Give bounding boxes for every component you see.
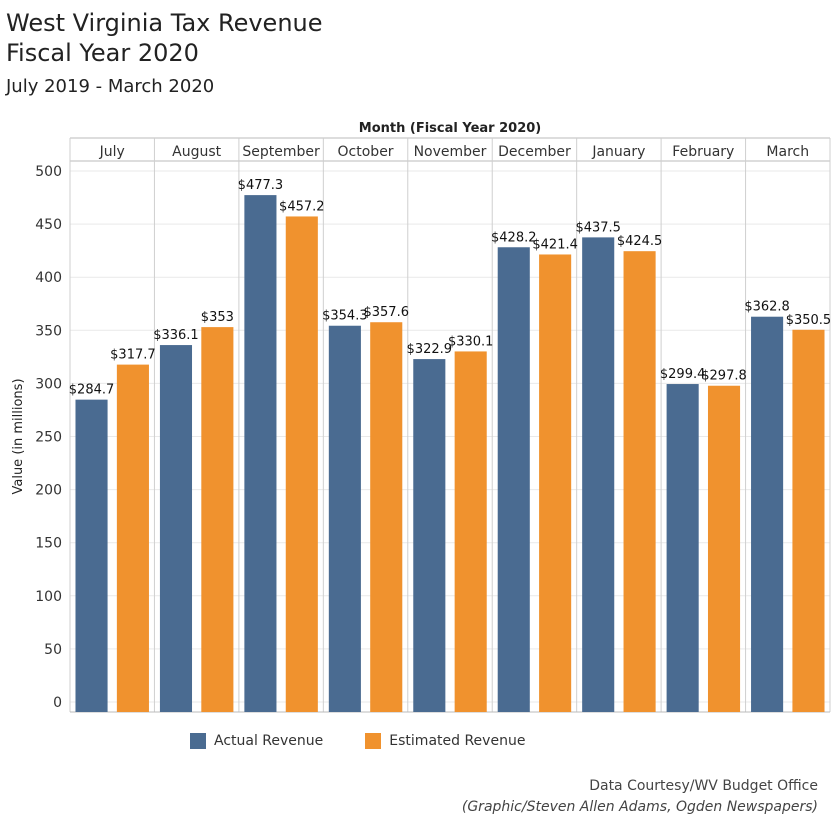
- bar-actual: [328, 325, 361, 712]
- data-label-estimated: $457.2: [279, 199, 325, 214]
- bar-actual: [413, 359, 446, 712]
- x-category-label: December: [498, 144, 571, 160]
- data-label-estimated: $297.8: [701, 369, 747, 384]
- legend-item-estimated: Estimated Revenue: [365, 733, 525, 749]
- y-tick-label: 500: [35, 164, 62, 180]
- x-category-label: October: [338, 144, 394, 160]
- x-category-label: July: [99, 144, 125, 160]
- bar-actual: [666, 384, 699, 712]
- byline: (Graphic/Steven Allen Adams, Ogden Newsp…: [461, 799, 818, 815]
- bar-estimated: [792, 329, 825, 712]
- data-label-actual: $477.3: [238, 178, 284, 193]
- legend-label-estimated: Estimated Revenue: [389, 733, 526, 749]
- data-label-actual: $362.8: [744, 300, 790, 315]
- title-line-1: West Virginia Tax Revenue: [6, 9, 323, 37]
- legend: Actual Revenue Estimated Revenue: [190, 733, 525, 749]
- y-tick-label: 0: [53, 695, 62, 711]
- y-tick-label: 450: [35, 217, 62, 233]
- data-label-estimated: $330.1: [448, 334, 494, 349]
- data-label-actual: $322.9: [407, 342, 453, 357]
- x-category-label: January: [591, 144, 645, 160]
- bar-estimated: [285, 216, 318, 712]
- y-tick-label: 100: [35, 589, 62, 605]
- y-tick-label: 350: [35, 323, 62, 339]
- bar-estimated: [539, 254, 572, 712]
- x-category-label: August: [172, 144, 222, 160]
- y-tick-label: 300: [35, 376, 62, 392]
- data-label-estimated: $353: [201, 310, 234, 325]
- bar-estimated: [116, 364, 149, 712]
- bar-estimated: [623, 251, 656, 712]
- chart-title: West Virginia Tax Revenue Fiscal Year 20…: [6, 8, 323, 68]
- data-label-actual: $299.4: [660, 367, 706, 382]
- bar-actual: [75, 399, 108, 712]
- y-tick-label: 400: [35, 270, 62, 286]
- legend-swatch-estimated: [365, 733, 382, 749]
- data-label-estimated: $424.5: [617, 234, 663, 249]
- x-category-label: February: [672, 144, 734, 160]
- data-label-estimated: $350.5: [786, 313, 832, 328]
- bar-estimated: [201, 327, 234, 712]
- bar-estimated: [454, 351, 487, 712]
- data-label-actual: $437.5: [575, 220, 621, 235]
- bar-estimated: [707, 385, 741, 712]
- x-category-label: March: [766, 144, 809, 160]
- legend-label-actual: Actual Revenue: [214, 733, 324, 749]
- data-label-actual: $354.3: [322, 309, 368, 324]
- chart-subtitle: July 2019 - March 2020: [6, 76, 215, 97]
- bar-actual: [159, 345, 193, 712]
- bar-actual: [751, 316, 784, 712]
- data-label-estimated: $357.6: [363, 305, 409, 320]
- y-tick-label: 200: [35, 483, 62, 499]
- y-tick-label: 150: [35, 536, 62, 552]
- bar-actual: [582, 237, 615, 712]
- data-label-actual: $336.1: [153, 328, 199, 343]
- x-category-label: September: [242, 144, 320, 160]
- data-label-actual: $284.7: [69, 383, 115, 398]
- source-note: Data Courtesy/WV Budget Office: [589, 778, 818, 794]
- title-line-2: Fiscal Year 2020: [6, 39, 199, 67]
- x-category-label: November: [414, 144, 487, 160]
- data-label-estimated: $421.4: [532, 237, 578, 252]
- bar-actual: [497, 247, 530, 713]
- legend-swatch-actual: [190, 733, 206, 749]
- y-axis-title: Value (in millions): [11, 378, 26, 494]
- data-label-estimated: $317.7: [110, 348, 156, 363]
- credits: Data Courtesy/WV Budget Office (Graphic/…: [462, 776, 818, 818]
- data-label-actual: $428.2: [491, 230, 537, 245]
- bar-actual: [244, 195, 277, 712]
- y-tick-label: 50: [44, 642, 62, 658]
- x-axis-title: Month (Fiscal Year 2020): [359, 121, 541, 136]
- bar-estimated: [370, 322, 403, 712]
- legend-item-actual: Actual Revenue: [190, 733, 323, 749]
- y-tick-label: 250: [35, 430, 62, 446]
